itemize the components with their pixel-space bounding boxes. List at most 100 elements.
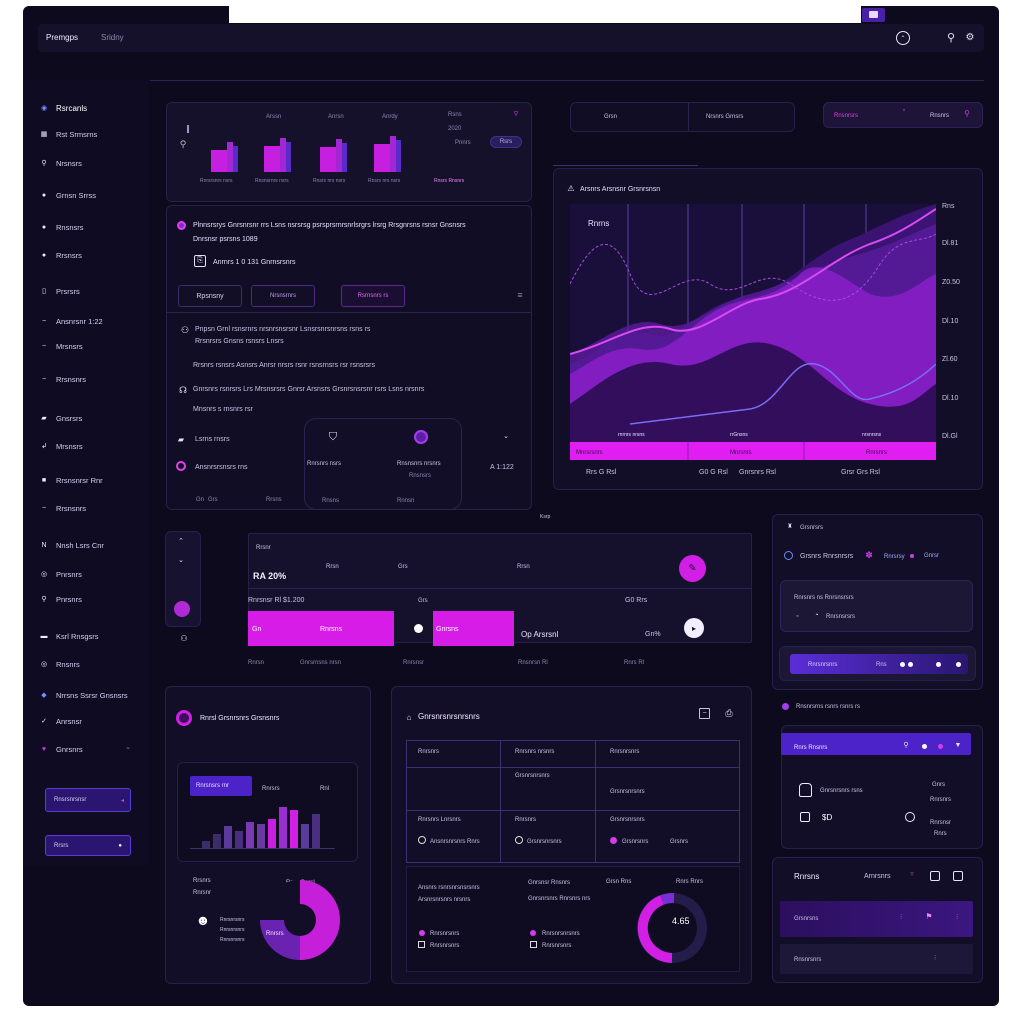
settings-icon[interactable]: ⚙	[965, 31, 975, 43]
sidebar-item-13[interactable]: − Rrsnsnrs	[40, 502, 86, 514]
drop-icon: ◆	[41, 692, 47, 699]
sidebar-item-19[interactable]: ◆ Nrrsns Ssrsr Gnsnsrs	[40, 689, 127, 701]
message-attachment-icon[interactable]: ⎘	[194, 255, 206, 267]
note-2: Rrsnrs rsnsrs Asnsrs Anrsr nrsrs rsnr rs…	[193, 362, 376, 369]
right-sub-dash: ≈	[796, 614, 800, 620]
sidebar-item-17[interactable]: ▬ Ksrl Rnsgsrs	[40, 630, 99, 642]
chip-1[interactable]: Rnsnrsrs	[834, 113, 859, 119]
right-tag-1[interactable]: Rnrsrsy	[884, 554, 905, 560]
promo-filter-icon[interactable]: ▿	[910, 871, 914, 878]
sidebar-primary-arrow-icon: ◂	[120, 797, 124, 804]
chip-2[interactable]: Rnsnrs	[930, 113, 950, 119]
right-tag-2[interactable]: Gnrsr	[924, 553, 939, 559]
sidebar-item-3[interactable]: ● Grnsn Srrss	[40, 189, 96, 201]
sidebar-item-2[interactable]: ⚲ Nrsnsrs	[40, 157, 81, 169]
filter-button-3[interactable]: Rsrnsnrs rs	[341, 285, 405, 307]
sidebar-item-21[interactable]: ♥ Gnrsnrs	[40, 743, 83, 755]
promo-row-1[interactable]	[780, 901, 973, 937]
sidebar-primary-button[interactable]: Rnsrsnrsnsr ◂	[45, 788, 131, 812]
bars-toggle[interactable]: Rsrs	[490, 136, 522, 148]
area-band-label-2: Rnrsnrs	[866, 450, 887, 456]
note-foot-3: Rrsns	[266, 497, 282, 503]
kpi-bar-1-label: Gn	[252, 626, 262, 633]
table-hline-1	[406, 767, 740, 768]
promo-row-2-label: Rnsnrsnrs	[794, 957, 822, 963]
note-3: Gnrsnrs rsnrsrs Lrs Mrsnsrsrs Gnrsr Arsn…	[193, 386, 425, 393]
chip-box[interactable]	[823, 102, 983, 128]
mini-num-3: Rnrs	[934, 831, 947, 837]
bars-panel-pin-icon: ⚲	[179, 138, 187, 149]
kpi-next-icon[interactable]: ▸	[684, 618, 704, 638]
table-legend-4: Rnrsnrsnrs	[542, 943, 572, 949]
clock-icon[interactable]: ⌃	[896, 31, 910, 45]
stat-box[interactable]	[570, 102, 795, 132]
sidebar-item-18[interactable]: ◎ Rnsnrs	[40, 658, 80, 670]
sidebar-item-10[interactable]: ▰ Gnsrsrs	[40, 412, 82, 424]
kpi-h1: Rrsn	[326, 564, 339, 570]
note-1b: Rrsnrsrs Gnsns rsnsrs Lnsrs	[195, 338, 284, 345]
arrow-icon: ↲	[41, 443, 47, 450]
stat-1: Grsn	[604, 114, 618, 120]
kpi-down-icon[interactable]: ⌄	[178, 557, 184, 564]
sidebar-item-7[interactable]: − Ansnrsnr 1:22	[40, 315, 103, 327]
mini-panel-header[interactable]	[781, 733, 971, 755]
kpi-user-icon[interactable]: ⚇	[180, 633, 188, 643]
table-row-2-icon	[515, 836, 523, 844]
kpi-action-icon[interactable]: ✎	[679, 555, 706, 582]
sidebar-item-15[interactable]: ◎ Pnrsnrs	[40, 568, 82, 580]
sidebar-item-label: Ksrl Rnsgsrs	[56, 631, 99, 641]
sidebar-item-5[interactable]: ● Rrsnsrs	[40, 249, 82, 261]
sidebar-item-6[interactable]: ▯ Prsrsrs	[40, 285, 80, 297]
sidebar-item-0[interactable]: ◉ Rsrcanls	[40, 102, 87, 114]
kpi-up-icon[interactable]: ⌃	[178, 538, 184, 545]
table-title: Gnrsnrsnrsnrsnrs	[418, 712, 480, 721]
sidebar-item-9[interactable]: − Rrsnsnrs	[40, 373, 86, 385]
filter-button-1[interactable]: Rpsnsny	[178, 285, 242, 307]
table-header-1: Rnrsnrs	[418, 749, 440, 755]
user-search-icon[interactable]: ⚲	[946, 31, 956, 44]
sidebar-item-1[interactable]: ▦ Rst Srmsrns	[40, 128, 98, 140]
mini-header: Rnrs Rnsnrs	[794, 745, 828, 751]
area-y-tick-5: Dl.10	[942, 395, 959, 402]
sidebar-secondary-button[interactable]: Rrsrs ●	[45, 835, 131, 856]
sidebar-item-label: Mrsnsrs	[56, 441, 83, 451]
table-print-icon[interactable]: ⎙	[725, 708, 733, 718]
promo-row-2[interactable]	[780, 944, 973, 974]
area-chart: Rnrns Mnrsrsnrs Mnrsnrs Rnrsnrs rnrnrs nrsns…	[570, 204, 936, 460]
filter-menu-icon[interactable]: ≡	[517, 290, 523, 300]
area-y-tick-6: Dl.Gl	[942, 433, 958, 440]
chevron-down-icon[interactable]: ⌄	[503, 433, 509, 440]
bars-filter-icon[interactable]: ▿	[513, 107, 519, 118]
mini-clock-icon	[905, 812, 915, 822]
mini-header-filter-icon[interactable]: ▼	[954, 741, 962, 749]
bars-top-label-5: Pnnrs	[455, 140, 471, 146]
sidebar-item-12[interactable]: ■ Rrsnsnrsr Rnr	[40, 474, 103, 486]
sidebar-item-label: Rrsnsrs	[56, 250, 82, 260]
app-brand[interactable]: Premgps	[46, 33, 79, 42]
sidebar-item-14[interactable]: N Nnsh Lsrs Cnr	[40, 539, 103, 551]
filter-button-2[interactable]: Nrsnsrnrs	[251, 285, 315, 307]
sidebar-item-16[interactable]: ⚲ Pnrsnrs	[40, 593, 81, 605]
area-y-tick-3: Dl.10	[942, 318, 959, 325]
mini-val-3: Rnrsnsr	[930, 820, 952, 826]
message-link[interactable]: Anrnrs 1 0 131 Gnrnsrsnrs	[213, 259, 296, 266]
mini-header-icon-1[interactable]: ⚲	[903, 742, 909, 749]
sidebar-item-4[interactable]: ● Rnsnsrs	[40, 221, 84, 233]
promo-doc-icon[interactable]	[953, 871, 963, 881]
sidebar-item-11[interactable]: ↲ Mrsnsrs	[40, 440, 83, 452]
window-menu-icon[interactable]	[862, 8, 885, 22]
kpi-gear-icon[interactable]	[174, 601, 190, 617]
mini-header-dot-1	[922, 744, 927, 749]
bars-bottom-label-0: Rnrsrsnrs nsrs	[200, 178, 233, 184]
bar-2-side	[342, 143, 347, 172]
app-subtitle[interactable]: Sridny	[101, 33, 124, 42]
bottom-left-badge[interactable]	[190, 776, 252, 796]
kpi-bar-dot	[414, 624, 423, 633]
message-line-2: Dnrsnsr psrsns 1089	[193, 236, 258, 243]
table-expand-icon[interactable]: −	[699, 708, 710, 719]
promo-copy-icon[interactable]	[930, 871, 940, 881]
right-pill[interactable]	[790, 654, 968, 674]
sidebar-chevron-icon[interactable]: ⌄	[125, 744, 131, 751]
sidebar-item-8[interactable]: − Mrsnsrs	[40, 340, 83, 352]
sidebar-item-20[interactable]: ✓ Anrsnsr	[40, 715, 82, 727]
